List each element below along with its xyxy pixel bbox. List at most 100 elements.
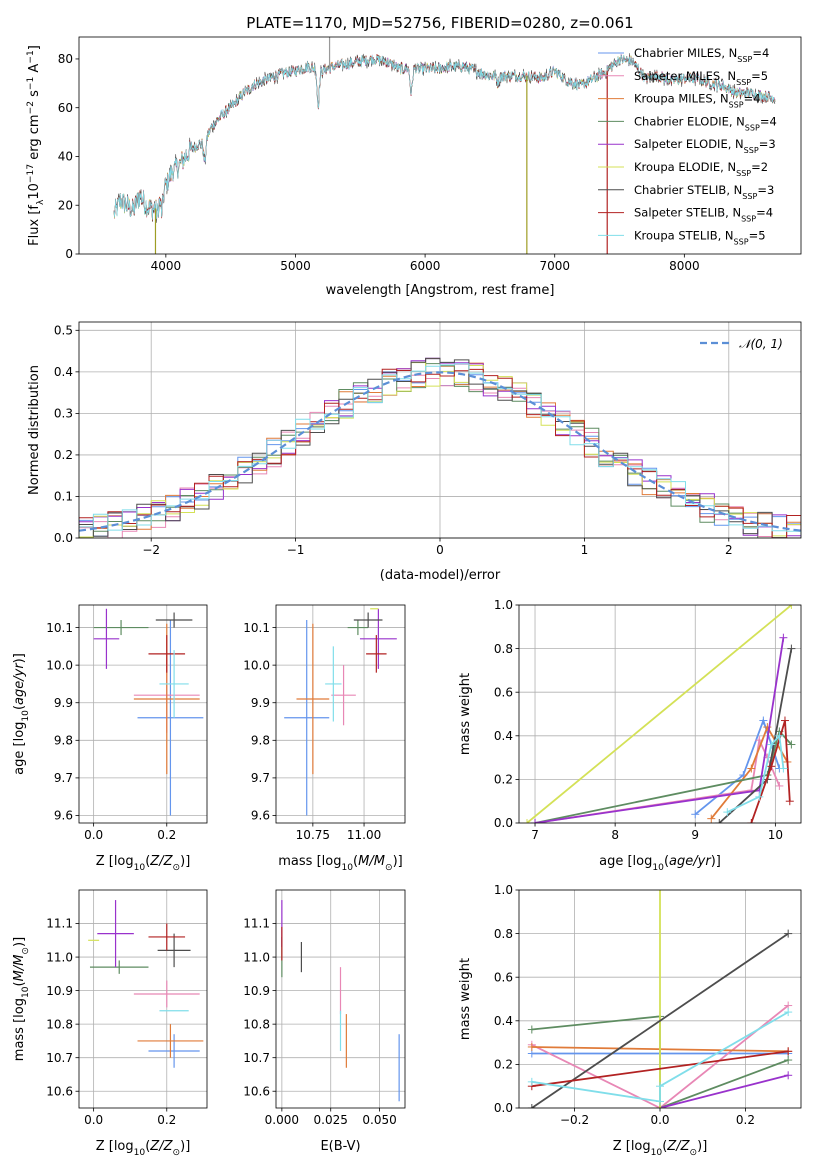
x-tick-label: 0.050	[362, 1113, 396, 1127]
x-tick-label: 4000	[151, 259, 182, 273]
plot-weight_vs_Z: −0.2 0.0 0.2 0.0 0.2 0.4 0.6 0.8 1.0 Z [log10(Z/Z…	[458, 883, 802, 1158]
y-tick-label: 0.3	[54, 407, 73, 421]
legend-label: Salpeter STELIB, NSSP=4	[634, 206, 773, 224]
x-axis-label: mass [log10(M/M⊙)]	[278, 854, 402, 873]
normal-curve	[79, 371, 801, 532]
plot-area-residuals	[79, 357, 801, 538]
y-tick-label: 10.1	[243, 621, 270, 635]
legend-label: 𝒩(0, 1)	[739, 337, 783, 351]
y-tick-label: 60	[58, 101, 73, 115]
y-tick-label: 1.0	[494, 883, 513, 897]
y-tick-label: 0.6	[494, 685, 513, 699]
y-tick-label: 10.8	[243, 1017, 270, 1031]
axes-frame	[275, 889, 406, 1109]
plot-age_vs_mass: 10.75 11.00 9.6 9.7 9.8 9.9 10.0 10.1 mass [log1…	[243, 604, 406, 873]
y-tick-label: 10.0	[243, 658, 270, 672]
y-tick-label: 10.9	[243, 984, 270, 998]
y-tick-label: 9.9	[251, 696, 270, 710]
x-axis-label: Z [log10(Z/Z⊙)]	[96, 1139, 191, 1158]
x-tick-label: 6000	[410, 259, 441, 273]
y-tick-label: 9.7	[54, 771, 73, 785]
plot-area-mass_vs_Z	[88, 900, 204, 1068]
weight-line	[531, 1011, 789, 1103]
legend-label: Salpeter MILES, NSSP=5	[634, 69, 768, 87]
x-tick-label: 0	[436, 543, 444, 557]
y-tick-label: 9.8	[54, 734, 73, 748]
y-tick-label: 0.4	[494, 1014, 513, 1028]
weight-line	[659, 1074, 789, 1108]
axes-frame	[78, 36, 802, 255]
y-tick-label: 0.4	[54, 365, 73, 379]
plot-age_vs_Z: 0.0 0.2 9.6 9.7 9.8 9.9 10.0 10.1 Z [log10(Z/Z⊙)…	[12, 604, 208, 873]
y-tick-label: 0.0	[54, 531, 73, 545]
y-tick-label: 0.2	[54, 448, 73, 462]
y-tick-label: 0.5	[54, 324, 73, 338]
axes-frame	[275, 604, 406, 824]
x-tick-label: −0.2	[560, 1113, 589, 1127]
y-tick-label: 1.0	[494, 598, 513, 612]
plot-area-age_vs_mass	[284, 608, 397, 816]
x-tick-label: 0.2	[157, 1113, 176, 1127]
x-tick-label: 9	[691, 828, 699, 842]
x-axis-label: age [log10(age/yr)]	[599, 854, 721, 873]
axes-frame	[78, 604, 208, 824]
x-tick-label: 7	[531, 828, 539, 842]
y-tick-label: 0.6	[494, 970, 513, 984]
weight-line	[531, 932, 789, 1108]
x-tick-label: 8000	[669, 259, 700, 273]
x-tick-label: 2	[725, 543, 733, 557]
legend-label: Chabrier ELODIE, NSSP=4	[634, 114, 777, 131]
y-tick-label: 0.0	[494, 1101, 513, 1115]
y-tick-label: 11.1	[243, 917, 270, 931]
weight-line	[526, 605, 792, 823]
legend-label: Kroupa STELIB, NSSP=5	[634, 228, 766, 246]
x-tick-label: −1	[287, 543, 305, 557]
plot-area-weight_vs_Z	[527, 890, 793, 1108]
weight-line	[531, 1004, 789, 1108]
y-tick-label: 9.8	[251, 734, 270, 748]
x-tick-label: 5000	[280, 259, 311, 273]
y-tick-label: 9.7	[251, 771, 270, 785]
plot-area-weight_vs_age	[523, 605, 796, 823]
plot-area-mass_vs_ebv	[281, 900, 400, 1102]
y-tick-label: 9.6	[54, 809, 73, 823]
weight-line	[534, 737, 781, 823]
legend-label: Chabrier STELIB, NSSP=3	[634, 183, 774, 201]
x-axis-label: wavelength [Angstrom, rest frame]	[326, 283, 555, 298]
y-tick-label: 80	[58, 52, 73, 66]
axes-frame	[78, 321, 802, 539]
y-tick-label: 10.6	[46, 1084, 73, 1098]
y-tick-label: 0	[65, 247, 73, 261]
y-tick-label: 10.7	[243, 1051, 270, 1065]
y-tick-label: 11.1	[46, 917, 73, 931]
x-tick-label: 8	[611, 828, 619, 842]
y-tick-label: 0.8	[494, 642, 513, 656]
plot-weight_vs_age: 7 8 9 10 0.0 0.2 0.4 0.6 0.8 1.0 age [log10(age/yr…	[458, 598, 802, 873]
y-axis-label: mass weight	[458, 958, 473, 1040]
x-tick-label: 0.025	[314, 1113, 348, 1127]
y-tick-label: 9.9	[54, 696, 73, 710]
plot-area-spectrum	[113, 37, 776, 254]
legend-label: Kroupa ELODIE, NSSP=2	[634, 160, 768, 178]
x-axis-label: (data-model)/error	[380, 568, 501, 583]
y-tick-label: 10.6	[243, 1084, 270, 1098]
weight-line	[750, 720, 791, 823]
y-tick-label: 0.1	[54, 490, 73, 504]
y-tick-label: 0.2	[494, 773, 513, 787]
x-tick-label: 0.0	[84, 1113, 103, 1127]
legend-label: Kroupa MILES, NSSP=4	[634, 92, 761, 110]
spectrum-line	[113, 54, 776, 220]
legend-label: Salpeter ELODIE, NSSP=3	[634, 137, 776, 155]
x-tick-label: 11.00	[347, 828, 381, 842]
x-tick-label: 0.2	[736, 1113, 755, 1127]
axes-frame	[518, 604, 802, 824]
y-tick-label: 10.9	[46, 984, 73, 998]
y-axis-label: mass weight	[458, 673, 473, 755]
plot-mass_vs_Z: 0.0 0.2 10.6 10.7 10.8 10.9 11.0 11.1 Z [log10(Z…	[12, 889, 208, 1158]
x-tick-label: 1	[581, 543, 589, 557]
x-axis-label: E(B-V)	[320, 1139, 360, 1154]
y-axis-label: Normed distribution	[27, 365, 42, 495]
y-tick-label: 20	[58, 198, 73, 212]
y-tick-label: 0.2	[494, 1058, 513, 1072]
